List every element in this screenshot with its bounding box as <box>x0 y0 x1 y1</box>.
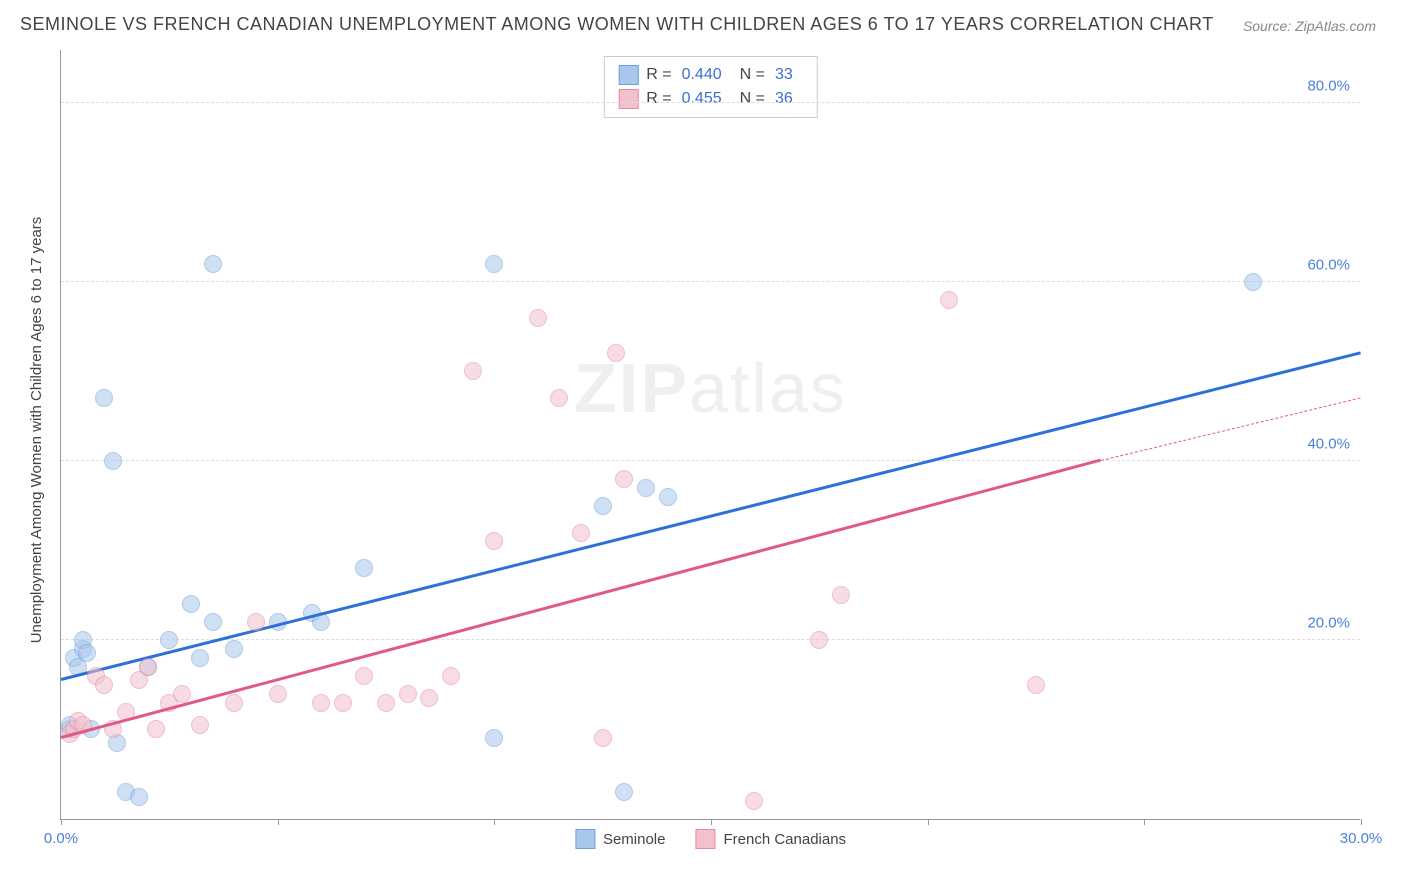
data-point <box>312 694 330 712</box>
data-point <box>104 452 122 470</box>
data-point <box>420 689 438 707</box>
data-point <box>615 783 633 801</box>
data-point <box>550 389 568 407</box>
data-point <box>204 613 222 631</box>
stats-row: R = 0.455 N = 36 <box>618 87 803 111</box>
gridline <box>61 639 1360 640</box>
legend-swatch <box>618 89 638 109</box>
data-point <box>139 658 157 676</box>
y-tick-label: 20.0% <box>1307 614 1350 631</box>
data-point <box>191 716 209 734</box>
r-label: R = <box>646 90 671 108</box>
x-tick <box>1144 819 1145 825</box>
y-tick-label: 80.0% <box>1307 77 1350 94</box>
plot-area: ZIPatlas R =0.440N =33R =0.455N =36 Semi… <box>60 50 1360 820</box>
y-tick-label: 60.0% <box>1307 256 1350 273</box>
data-point <box>637 479 655 497</box>
data-point <box>173 685 191 703</box>
x-tick <box>928 819 929 825</box>
y-axis-label: Unemployment Among Women with Children A… <box>28 217 45 644</box>
stats-box: R = 0.440 N = 33 R = 0.455 N = 36 <box>603 56 818 118</box>
trend-line <box>61 458 1102 738</box>
legend-swatch <box>618 65 638 85</box>
x-tick <box>278 819 279 825</box>
data-point <box>615 470 633 488</box>
data-point <box>1244 273 1262 291</box>
data-point <box>95 676 113 694</box>
data-point <box>95 389 113 407</box>
gridline <box>61 102 1360 103</box>
x-tick <box>1361 819 1362 825</box>
data-point <box>1027 676 1045 694</box>
r-value: 0.440 <box>682 66 722 84</box>
data-point <box>334 694 352 712</box>
chart-title: SEMINOLE VS FRENCH CANADIAN UNEMPLOYMENT… <box>20 14 1214 35</box>
watermark-light: atlas <box>689 349 847 427</box>
data-point <box>810 631 828 649</box>
source-label: Source: ZipAtlas.com <box>1243 18 1376 34</box>
legend-swatch <box>695 829 715 849</box>
data-point <box>225 694 243 712</box>
legend-item: Seminole <box>575 829 666 849</box>
legend-swatch <box>575 829 595 849</box>
data-point <box>377 694 395 712</box>
data-point <box>485 729 503 747</box>
data-point <box>160 631 178 649</box>
n-label: N = <box>740 66 765 84</box>
data-point <box>485 532 503 550</box>
data-point <box>191 649 209 667</box>
data-point <box>572 524 590 542</box>
data-point <box>147 720 165 738</box>
data-point <box>940 291 958 309</box>
data-point <box>355 559 373 577</box>
data-point <box>399 685 417 703</box>
stats-row: R = 0.440 N = 33 <box>618 63 803 87</box>
bottom-legend: Seminole French Canadians <box>575 829 846 849</box>
data-point <box>832 586 850 604</box>
data-point <box>594 497 612 515</box>
x-tick <box>61 819 62 825</box>
gridline <box>61 460 1360 461</box>
data-point <box>485 255 503 273</box>
n-value: 33 <box>775 66 793 84</box>
legend-label: French Canadians <box>723 831 846 848</box>
n-label: N = <box>740 90 765 108</box>
data-point <box>269 685 287 703</box>
data-point <box>130 788 148 806</box>
data-point <box>442 667 460 685</box>
legend-label: Seminole <box>603 831 666 848</box>
data-point <box>594 729 612 747</box>
x-tick <box>494 819 495 825</box>
data-point <box>464 362 482 380</box>
data-point <box>529 309 547 327</box>
legend-item: French Canadians <box>695 829 846 849</box>
data-point <box>247 613 265 631</box>
data-point <box>78 644 96 662</box>
data-point <box>745 792 763 810</box>
data-point <box>225 640 243 658</box>
n-value: 36 <box>775 90 793 108</box>
gridline <box>61 281 1360 282</box>
x-tick <box>711 819 712 825</box>
data-point <box>182 595 200 613</box>
data-point <box>607 344 625 362</box>
x-tick-label: 30.0% <box>1340 830 1383 847</box>
y-tick-label: 40.0% <box>1307 435 1350 452</box>
data-point <box>204 255 222 273</box>
watermark-bold: ZIP <box>574 349 689 427</box>
r-label: R = <box>646 66 671 84</box>
x-tick-label: 0.0% <box>44 830 78 847</box>
data-point <box>659 488 677 506</box>
r-value: 0.455 <box>682 90 722 108</box>
data-point <box>355 667 373 685</box>
